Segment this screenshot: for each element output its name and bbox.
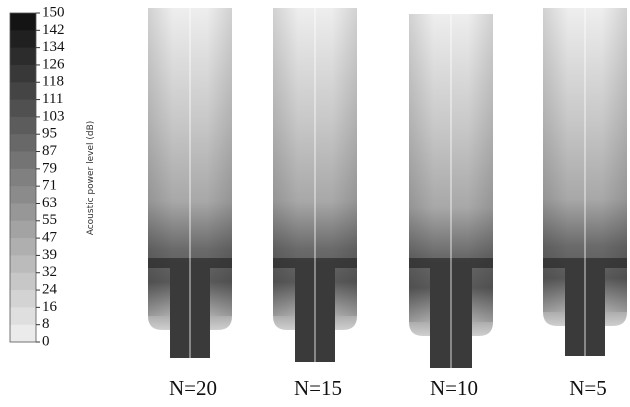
colorbar-band xyxy=(10,13,36,31)
colorbar-tick-label: 111 xyxy=(42,91,63,107)
colorbar-tick-label: 71 xyxy=(42,178,57,194)
colorbar-tick-label: 8 xyxy=(42,316,50,332)
colorbar-band xyxy=(10,82,36,101)
colorbar-band xyxy=(10,307,36,326)
colorbar-tick-label: 63 xyxy=(42,195,57,211)
colorbar-band xyxy=(10,116,36,135)
colorbar-band xyxy=(10,30,36,49)
colorbar-tick-label: 24 xyxy=(42,281,58,297)
colorbar-tick-label: 16 xyxy=(42,299,58,315)
colorbar-tick-label: 150 xyxy=(42,4,65,20)
colorbar-frame xyxy=(9,12,37,343)
colorbar-tick-label: 142 xyxy=(42,22,65,38)
colorbar-tick-label: 32 xyxy=(42,264,57,280)
colorbar-band xyxy=(10,203,36,222)
contour-panel: N=20 xyxy=(148,8,232,400)
colorbar-band xyxy=(10,64,36,83)
contour-panel: N=5 xyxy=(543,8,627,400)
colorbar-tick-label: 118 xyxy=(42,74,64,90)
colorbar-tick-label: 55 xyxy=(42,212,57,228)
colorbar-band xyxy=(10,255,36,274)
panel-label: N=15 xyxy=(294,376,342,400)
contour-panel: N=15 xyxy=(273,8,357,400)
colorbar-tick-label: 0 xyxy=(42,333,50,349)
colorbar-band xyxy=(10,151,36,170)
panels: N=20 N=15 N=10 N=5 xyxy=(148,8,627,400)
colorbar-tick-label: 79 xyxy=(42,160,57,176)
colorbar-tick-label: 39 xyxy=(42,247,57,263)
colorbar-tick-label: 126 xyxy=(42,56,65,72)
colorbar-band xyxy=(10,134,36,153)
colorbar-band xyxy=(10,168,36,187)
contour-panel: N=10 xyxy=(409,14,493,400)
colorbar-band xyxy=(10,290,36,308)
colorbar-band xyxy=(10,220,36,239)
colorbar-band xyxy=(10,324,36,343)
colorbar-tick-label: 47 xyxy=(42,230,58,246)
colorbar-band xyxy=(10,99,36,118)
colorbar-band xyxy=(10,238,36,256)
colorbar-label: Acoustic power level (dB) xyxy=(86,121,96,236)
colorbar-tick-label: 103 xyxy=(42,108,65,124)
colorbar-band xyxy=(10,186,36,204)
panel-label: N=20 xyxy=(169,376,217,400)
colorbar-tick-label: 87 xyxy=(42,143,58,159)
colorbar-band xyxy=(10,272,36,291)
panel-label: N=10 xyxy=(430,376,478,400)
colorbar-band xyxy=(10,47,36,66)
colorbar-tick-label: 95 xyxy=(42,126,57,142)
panel-label: N=5 xyxy=(569,376,607,400)
colorbar-tick-label: 134 xyxy=(42,39,65,55)
